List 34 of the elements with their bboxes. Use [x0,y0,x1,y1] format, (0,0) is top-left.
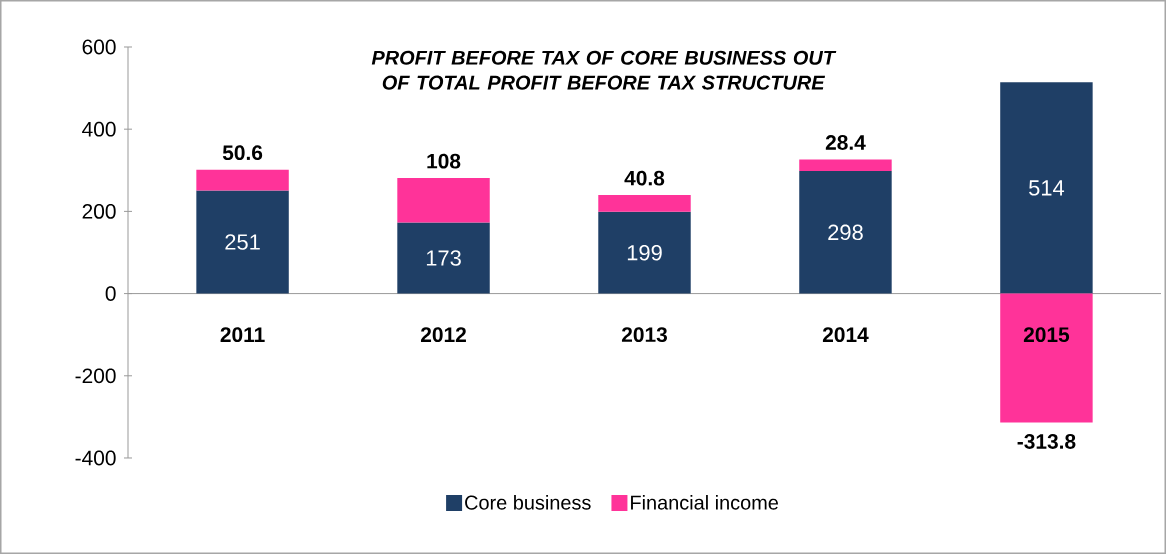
bar [1000,82,1093,294]
data-label: 173 [426,250,461,266]
data-label: 40.8 [624,170,665,186]
bar [799,159,892,172]
bar [799,171,892,294]
data-label: 28.4 [825,135,866,150]
bar [1000,293,1093,423]
data-label: -313.8 [1017,434,1076,449]
y-tick-label: -200 [75,368,116,384]
y-tick-label: 400 [82,121,116,137]
data-label: 199 [627,244,662,261]
x-tick-label: 2011 [220,327,265,343]
data-label: 514 [1029,180,1065,196]
y-tick-label: 600 [82,39,116,55]
bar [397,178,490,223]
legend-label: Core business [465,495,591,510]
bar [196,169,289,191]
x-tick-label: 2012 [420,327,466,343]
x-tick-label: 2015 [1023,327,1070,343]
bar [598,211,691,294]
x-tick-label: 2014 [822,327,869,343]
x-tick-label: 2013 [621,327,667,343]
bar [397,222,490,294]
data-label: 50.6 [222,145,263,161]
data-label: 108 [427,153,461,169]
y-tick-label: 200 [82,203,116,219]
bar [598,195,691,212]
text: PROFIT BEFORE TAX OF CORE BUSINESS OUT OF TOTAL PROFIT BEFORE TAX STRUCTURE [371,50,837,90]
y-tick-label: -400 [75,450,116,466]
y-tick-label: 0 [105,286,116,301]
bar [196,190,289,294]
legend-label: Financial income [631,495,778,510]
data-label: 298 [828,224,863,241]
data-label: 251 [225,234,260,250]
